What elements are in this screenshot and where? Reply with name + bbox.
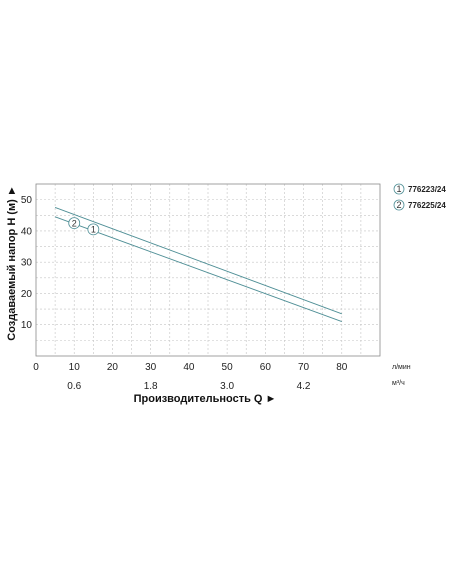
series-marker-circle-2 bbox=[68, 217, 81, 229]
x-tick-label: 40 bbox=[183, 362, 195, 373]
x-secondary-tick-label: 0.6 bbox=[67, 381, 81, 392]
x-axis-title: Производительность Q ► bbox=[134, 393, 277, 405]
x-tick-label: 80 bbox=[336, 362, 348, 373]
legend: 1 776223/24 2 776225/24 bbox=[393, 183, 446, 211]
x-unit-secondary: м³/ч bbox=[392, 380, 405, 387]
x-secondary-tick-label: 4.2 bbox=[297, 381, 311, 392]
y-axis-ticks: 10 20 30 40 50 bbox=[21, 195, 33, 331]
series-line-2 bbox=[54, 207, 342, 315]
x-tick-label: 60 bbox=[260, 362, 272, 373]
y-tick-label: 20 bbox=[21, 289, 33, 300]
plot-frame bbox=[35, 183, 381, 357]
x-tick-label: 10 bbox=[69, 362, 81, 373]
series-marker-label-1: 1 bbox=[91, 225, 96, 235]
legend-marker-2 bbox=[393, 199, 405, 211]
series-marker-circle-1 bbox=[87, 223, 100, 236]
legend-entry-2: 776225/24 bbox=[408, 201, 446, 210]
series-line-1 bbox=[54, 216, 342, 323]
x-tick-label: 20 bbox=[107, 362, 119, 373]
x-secondary-tick-label: 3.0 bbox=[220, 381, 234, 392]
legend-marker-1 bbox=[393, 183, 405, 195]
x-axis-ticks: 0 10 20 30 40 50 60 70 80 bbox=[33, 362, 348, 373]
x-secondary-tick-label: 1.8 bbox=[144, 381, 158, 392]
y-tick-label: 40 bbox=[21, 226, 33, 237]
y-axis-title: Создаваемый напор H (м) ► bbox=[6, 185, 18, 340]
legend-marker-label-1: 1 bbox=[396, 184, 401, 194]
grid bbox=[36, 184, 380, 356]
legend-marker-label-2: 2 bbox=[396, 200, 401, 210]
x-tick-label: 30 bbox=[145, 362, 157, 373]
y-tick-label: 10 bbox=[21, 320, 33, 331]
y-tick-label: 30 bbox=[21, 258, 33, 269]
x-tick-label: 0 bbox=[33, 362, 39, 373]
legend-entry-1: 776223/24 bbox=[408, 185, 446, 194]
x-tick-label: 50 bbox=[222, 362, 234, 373]
series-group: 12 bbox=[54, 207, 342, 323]
x-tick-label: 70 bbox=[298, 362, 310, 373]
series-marker-label-2: 2 bbox=[72, 218, 77, 228]
x-unit-primary: л/мин bbox=[392, 364, 411, 371]
x-axis-secondary-ticks: 0.6 1.8 3.0 4.2 bbox=[67, 381, 311, 392]
y-tick-label: 50 bbox=[21, 195, 33, 206]
